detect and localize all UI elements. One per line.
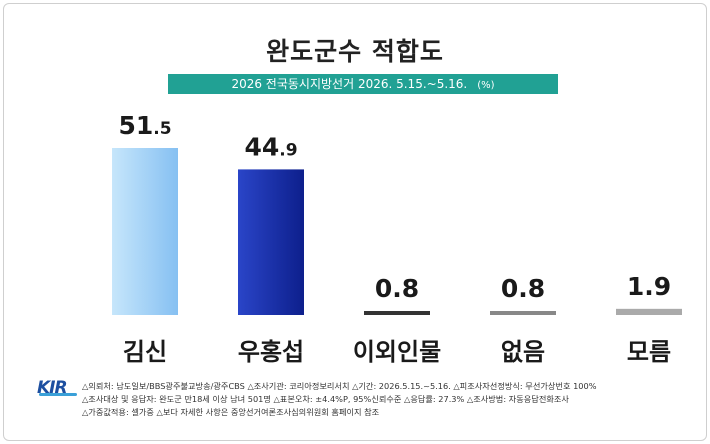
footnote-line: △의뢰처: 남도일보/BBS광주불교방송/광주CBS △조사기관: 코리아정보리…: [82, 381, 597, 391]
bar-chart: 51.5 김신 44.9 우홍섭 0.8 이외인물 0.8 없음 1.9 모름: [112, 111, 682, 366]
value-label: 51.5: [118, 111, 171, 140]
chart-frame: 완도군수 적합도 2026 전국동시지방선거 2026. 5.15.~5.16.…: [3, 3, 707, 441]
kir-logo: KIR: [37, 378, 79, 398]
value-label: 44.9: [244, 132, 297, 161]
category-label: 없음: [501, 338, 545, 366]
bar-김신: [112, 148, 178, 315]
bar-모름: [616, 308, 682, 315]
category-label: 이외인물: [353, 338, 441, 366]
category-label: 우홍섭: [238, 338, 304, 366]
category-label: 김신: [123, 338, 167, 366]
unit-label: (%): [477, 80, 495, 91]
subtitle-bar: 2026 전국동시지방선거 2026. 5.15.~5.16. (%): [168, 74, 558, 94]
survey-footnote: △의뢰처: 남도일보/BBS광주불교방송/광주CBS △조사기관: 코리아정보리…: [82, 380, 700, 419]
subtitle-text: 2026 전국동시지방선거 2026. 5.15.~5.16.: [231, 77, 468, 91]
bar-이외인물: [364, 311, 430, 315]
footnote-line: △가중값적용: 셀가중 △보다 자세한 사항은 중앙선거여론조사심의위원회 홈페…: [82, 407, 380, 417]
value-label: 0.8: [501, 274, 545, 303]
value-label: 1.9: [627, 272, 671, 301]
footnote-line: △조사대상 및 응답자: 완도군 만18세 이상 남녀 501명 △표본오차: …: [82, 394, 569, 404]
bar-우홍섭: [238, 169, 304, 315]
logo-swoosh: [39, 393, 77, 396]
value-label: 0.8: [375, 274, 419, 303]
chart-title: 완도군수 적합도: [266, 37, 444, 66]
category-label: 모름: [627, 338, 671, 366]
bar-없음: [490, 311, 556, 315]
